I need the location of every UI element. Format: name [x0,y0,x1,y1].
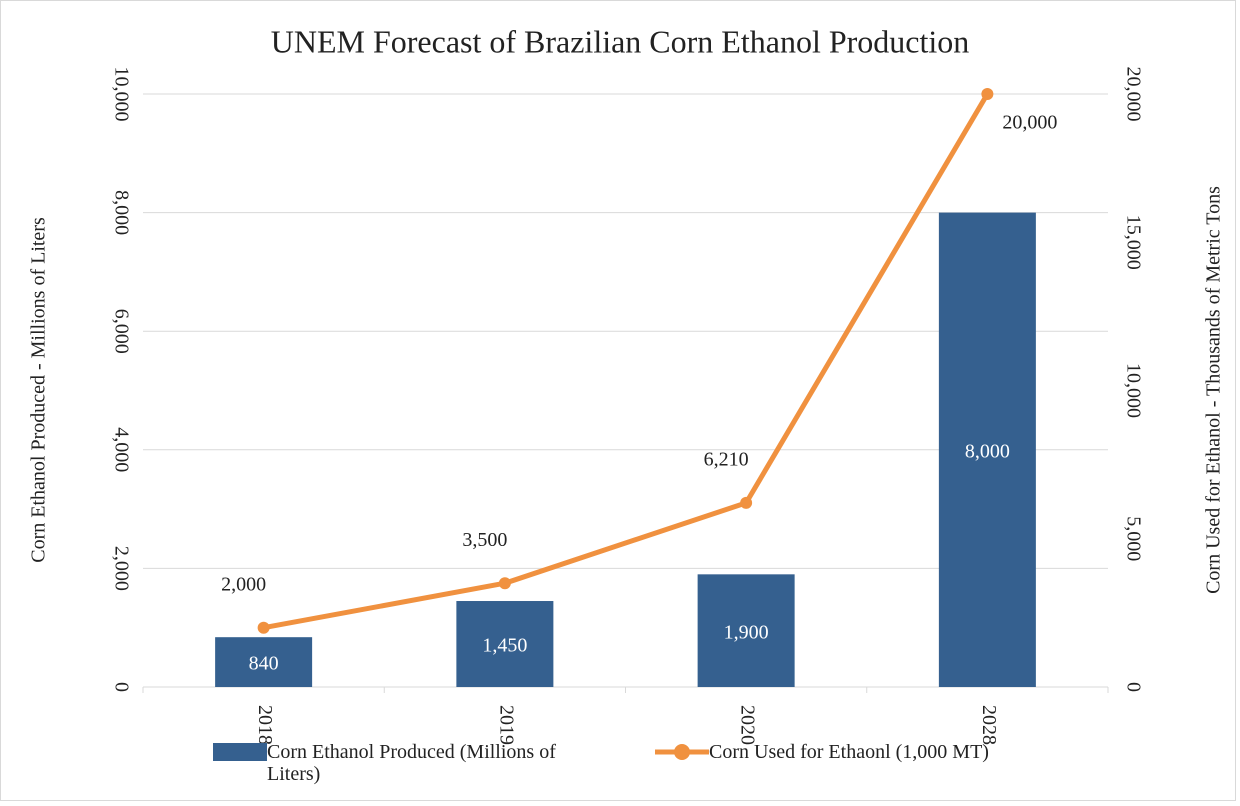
line-marker [981,88,994,100]
bar-value-label: 1,450 [482,635,527,657]
legend-label: Corn Used for Ethaonl (1,000 MT) [709,741,989,763]
bar [456,601,554,687]
bar-value-label: 8,000 [965,440,1010,462]
line-value-label: 2,000 [221,573,266,595]
bar-value-label: 1,900 [724,621,769,643]
bar [215,637,313,687]
bar [938,212,1036,687]
y-tick-label: 10,000 [110,67,132,122]
line-value-label: 6,210 [704,448,749,470]
legend-label: Corn Ethanol Produced (Millions of Liter… [267,741,556,785]
line-value-label: 3,500 [462,529,507,551]
legend-item: Corn Used for Ethaonl (1,000 MT) [709,741,989,763]
y2-tick-label: 5,000 [1122,516,1144,561]
y-axis-title: Corn Ethanol Produced - Millions of Lite… [28,217,50,563]
line-marker [257,621,270,634]
line-marker [740,496,753,509]
legend-item: Corn Ethanol Produced (Millions of Liter… [267,741,556,785]
y-tick-label: 0 [110,682,132,692]
y2-tick-label: 0 [1122,682,1144,692]
line-value-label: 20,000 [1002,112,1057,134]
legend-swatch [213,743,267,761]
chart-title: UNEM Forecast of Brazilian Corn Ethanol … [271,23,970,59]
y2-tick-label: 20,000 [1122,67,1144,122]
line-marker [498,577,511,590]
y-tick-label: 2,000 [110,546,132,591]
bar-value-label: 840 [249,653,279,675]
legend-swatch-marker [674,744,690,760]
y-tick-label: 4,000 [110,427,132,472]
x-tick-label: 2019 [495,705,517,745]
y2-tick-label: 15,000 [1122,215,1144,270]
line [263,92,990,631]
y-tick-label: 6,000 [110,309,132,354]
x-tick-label: 2018 [254,705,276,745]
x-tick-label: 2028 [978,705,1000,745]
y-tick-label: 8,000 [110,190,132,235]
bar [697,574,795,687]
x-tick-label: 2020 [737,705,759,745]
y2-tick-label: 10,000 [1122,363,1144,418]
y2-axis-title: Corn Used for Ethanol - Thousands of Met… [1203,186,1225,594]
